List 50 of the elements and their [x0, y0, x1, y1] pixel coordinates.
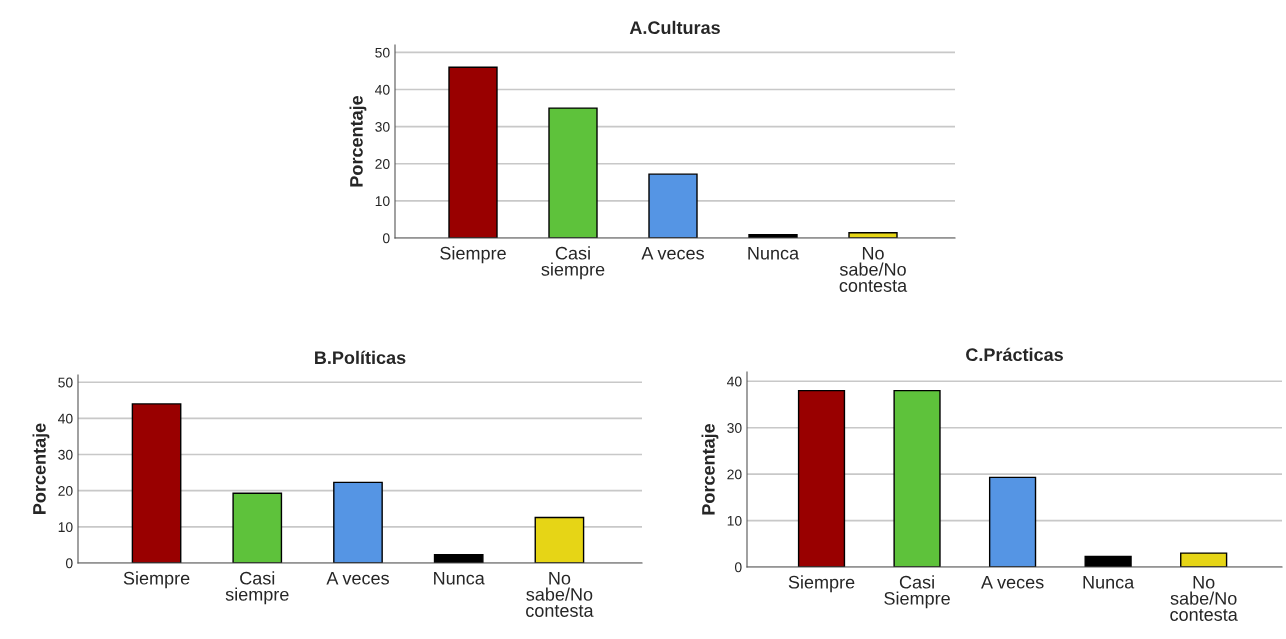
- y-axis-title: Porcentaje: [701, 423, 719, 515]
- x-tick-label: Nunca: [1083, 576, 1135, 589]
- bar: [988, 476, 1037, 567]
- y-tick-label: 0: [65, 558, 73, 569]
- y-tick-label: 50: [375, 47, 390, 58]
- chart-title: B.Políticas: [315, 350, 406, 365]
- y-tick-label: 30: [375, 121, 390, 132]
- x-tick-label: Nunca: [434, 572, 485, 585]
- y-tick-label: 20: [375, 159, 390, 169]
- bar: [433, 553, 484, 563]
- y-tick-label: 30: [727, 423, 742, 433]
- y-tick-label: 40: [727, 376, 742, 387]
- bar: [232, 492, 283, 563]
- bar: [648, 173, 698, 238]
- bar: [333, 481, 383, 563]
- x-tick-label: No sabe/No contesta: [839, 247, 908, 292]
- bar: [893, 389, 941, 567]
- bar: [797, 389, 846, 567]
- chart-title: A.Culturas: [629, 20, 720, 35]
- y-axis-title: Porcentaje: [349, 95, 367, 187]
- x-tick-label: No sabe/No contesta: [1170, 576, 1238, 621]
- bar: [548, 107, 598, 238]
- x-tick-label: Siempre: [788, 575, 855, 593]
- x-tick-label: A veces: [326, 572, 389, 585]
- y-tick-label: 30: [58, 449, 73, 460]
- x-tick-label: No sabe/No contesta: [526, 572, 594, 617]
- x-tick-label: Casi siempre: [225, 571, 289, 605]
- y-tick-label: 0: [734, 562, 742, 573]
- x-tick-label: Casi Siempre: [884, 575, 950, 609]
- y-tick-label: 40: [58, 413, 73, 424]
- y-tick-label: 10: [375, 196, 390, 207]
- bar: [131, 403, 182, 563]
- y-tick-label: 10: [727, 515, 742, 526]
- x-tick-label: Siempre: [123, 571, 190, 589]
- y-tick-label: 40: [375, 84, 390, 95]
- x-tick-label: A veces: [981, 576, 1044, 589]
- bar: [534, 516, 585, 563]
- y-tick-label: 50: [58, 377, 73, 388]
- y-axis-title: Porcentaje: [32, 423, 50, 514]
- bar: [1180, 552, 1228, 567]
- chart-title: C.Prácticas: [966, 347, 1063, 362]
- bar: [448, 66, 498, 238]
- x-tick-label: A veces: [641, 247, 704, 260]
- x-tick-label: Nunca: [748, 247, 800, 260]
- y-tick-label: 0: [382, 233, 390, 244]
- y-tick-label: 10: [58, 522, 73, 533]
- y-tick-label: 20: [58, 486, 73, 496]
- x-tick-label: Siempre: [440, 246, 506, 264]
- x-tick-label: Casi siempre: [541, 246, 605, 280]
- y-tick-label: 20: [727, 469, 742, 480]
